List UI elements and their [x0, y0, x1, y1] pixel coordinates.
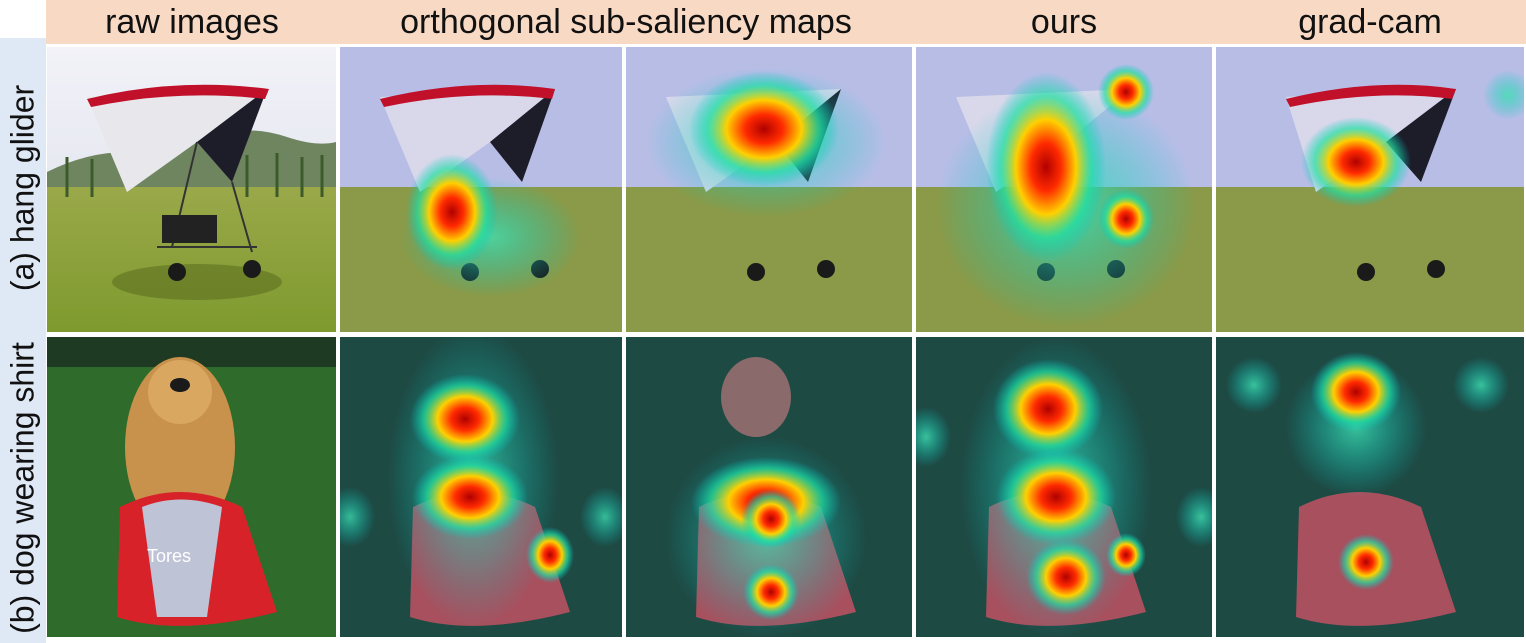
row-label-hang-glider: (a) hang glider: [4, 84, 41, 292]
saliency-map: [340, 47, 622, 332]
column-header-raw-images: raw images: [105, 3, 279, 41]
saliency-map: [916, 47, 1212, 332]
panel-a-raw: [47, 47, 336, 332]
dog-image: Tores: [47, 337, 336, 637]
saliency-map: [626, 337, 912, 637]
panel-a-orthogonal-map-2: [626, 47, 912, 332]
hang-glider-image: [47, 47, 336, 332]
panel-b-raw: Tores: [47, 337, 336, 637]
saliency-map: [1216, 47, 1524, 332]
saliency-map: [1216, 337, 1524, 637]
column-header-orthogonal-maps: orthogonal sub-saliency maps: [400, 3, 852, 41]
row-label-dog-wearing-shirt: (b) dog wearing shirt: [4, 342, 41, 634]
saliency-map: [626, 47, 912, 332]
panel-a-ours: [916, 47, 1212, 332]
panel-b-orthogonal-map-1: [340, 337, 622, 637]
column-header-band: [0, 0, 1526, 44]
panel-b-ours: [916, 337, 1212, 637]
column-header-grad-cam: grad-cam: [1298, 3, 1442, 41]
panel-b-grad-cam: [1216, 337, 1524, 637]
panel-a-grad-cam: [1216, 47, 1524, 332]
panel-a-orthogonal-map-1: [340, 47, 622, 332]
saliency-map: [916, 337, 1212, 637]
panel-b-orthogonal-map-2: [626, 337, 912, 637]
header-corner: [0, 0, 46, 38]
column-header-ours: ours: [1030, 3, 1098, 41]
row-label-band: [0, 38, 46, 643]
shirt-text: Tores: [147, 546, 191, 566]
saliency-map: [340, 337, 622, 637]
